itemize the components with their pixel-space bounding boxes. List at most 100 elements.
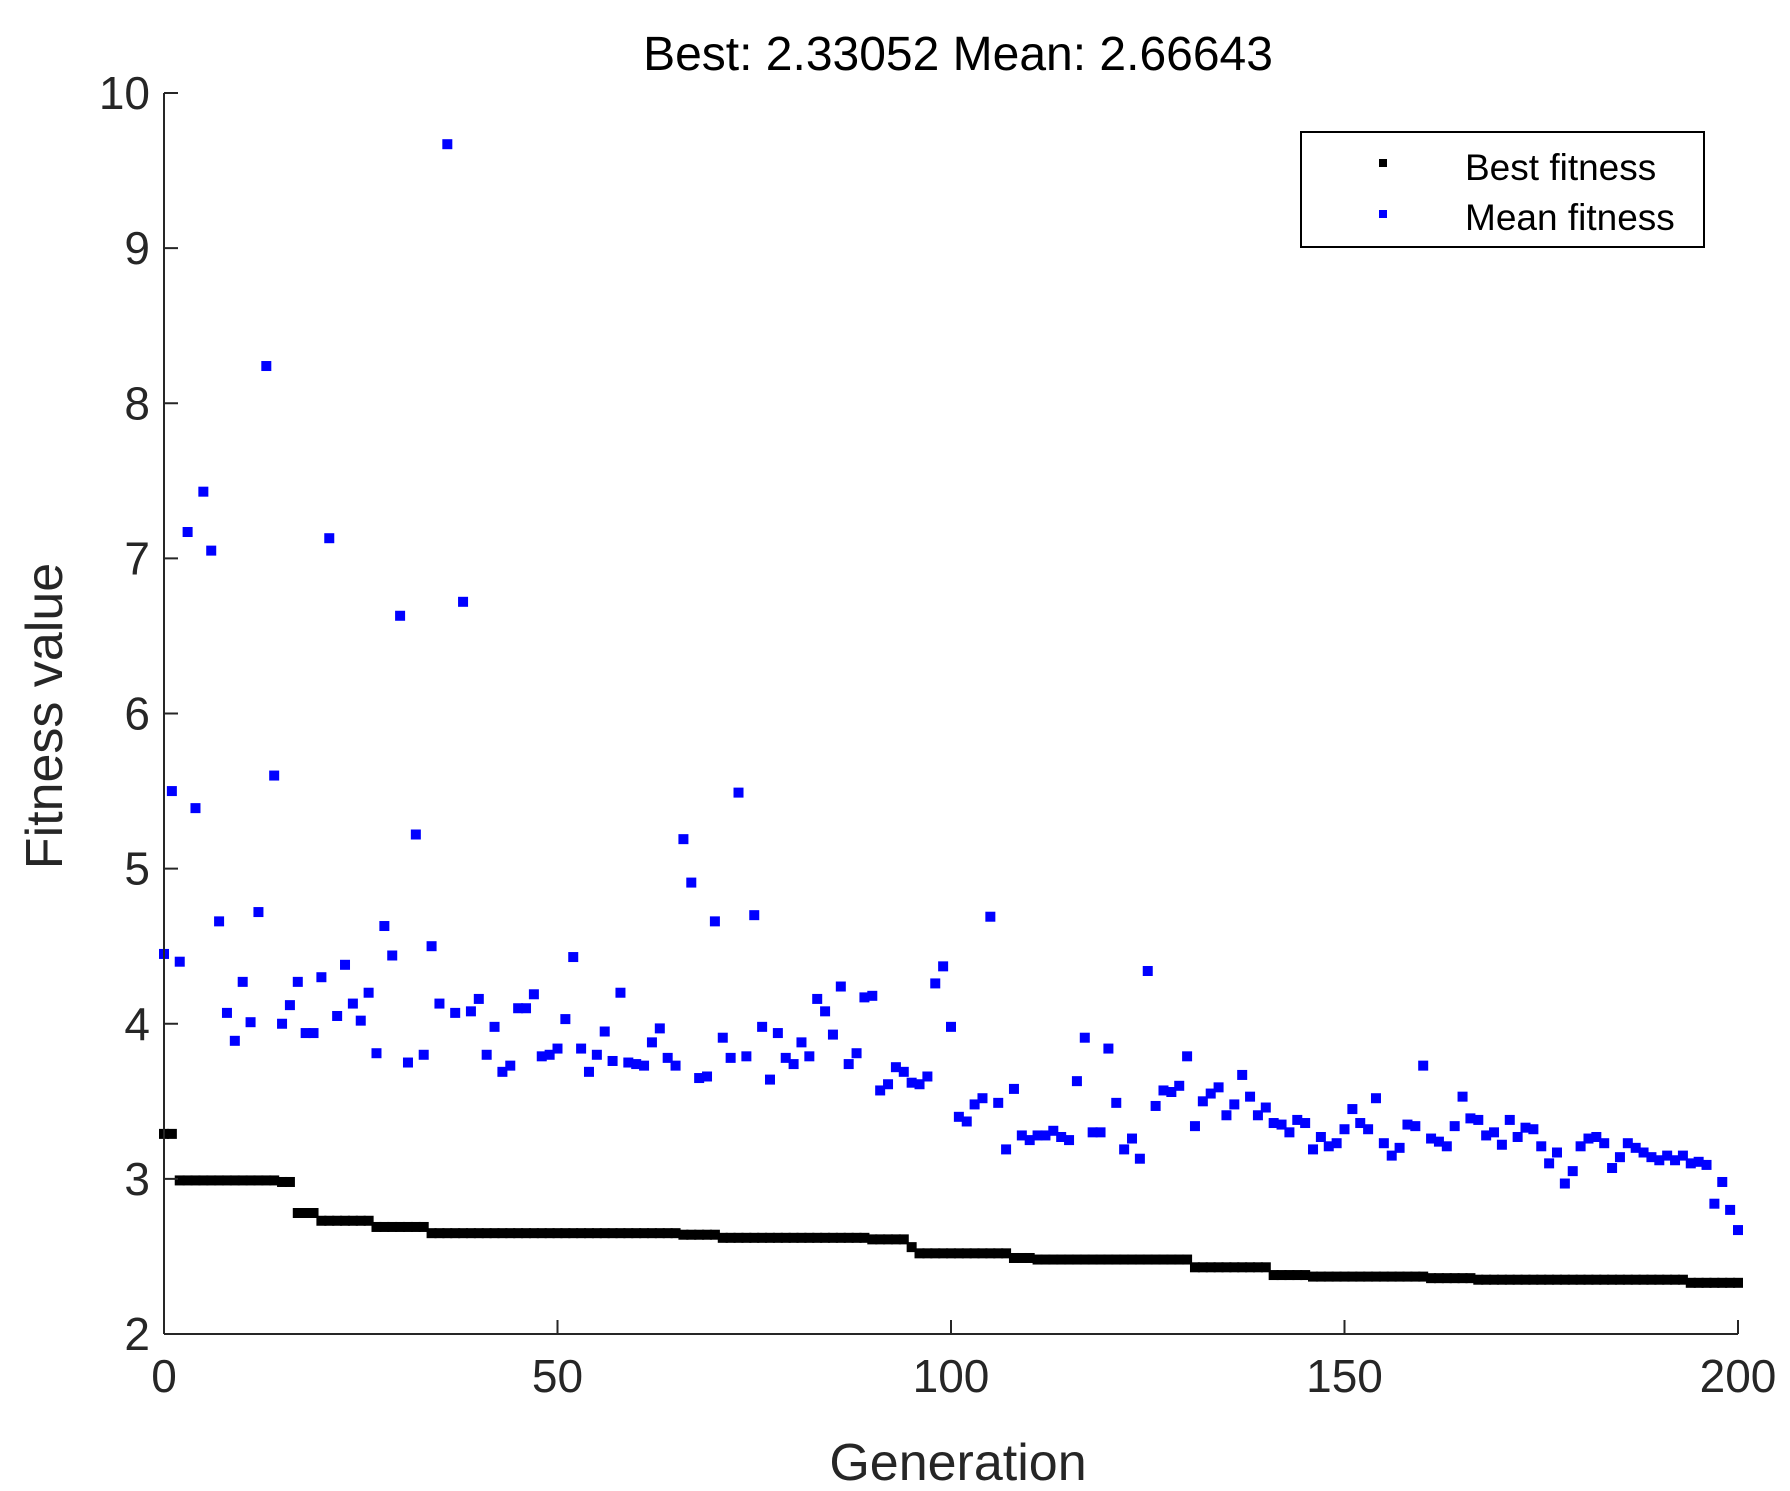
best-fitness-point <box>631 1228 642 1239</box>
mean-fitness-point <box>402 1057 413 1068</box>
best-fitness-point <box>1355 1271 1366 1282</box>
best-fitness-point <box>221 1175 232 1186</box>
best-fitness-point <box>1433 1273 1444 1284</box>
mean-fitness-point <box>458 596 469 607</box>
mean-fitness-point <box>1433 1136 1444 1147</box>
best-fitness-point <box>1638 1274 1649 1285</box>
mean-fitness-point <box>631 1059 642 1070</box>
best-fitness-point <box>953 1248 964 1259</box>
mean-fitness-point <box>1520 1122 1531 1133</box>
mean-fitness-point <box>576 1043 587 1054</box>
best-fitness-point <box>1607 1274 1618 1285</box>
best-fitness-point <box>568 1228 579 1239</box>
best-fitness-point <box>702 1229 713 1240</box>
mean-fitness-point <box>1229 1099 1240 1110</box>
mean-fitness-point <box>434 998 445 1009</box>
best-fitness-point <box>1496 1274 1507 1285</box>
mean-fitness-point <box>1001 1144 1012 1155</box>
mean-fitness-point <box>1071 1076 1082 1087</box>
best-fitness-point <box>1386 1271 1397 1282</box>
mean-fitness-point <box>237 976 248 987</box>
mean-fitness-point <box>969 1099 980 1110</box>
best-fitness-point <box>379 1221 390 1232</box>
mean-fitness-point <box>686 877 697 888</box>
mean-fitness-point <box>229 1035 240 1046</box>
mean-fitness-point <box>1150 1100 1161 1111</box>
best-fitness-point <box>1032 1254 1043 1265</box>
mean-fitness-point <box>521 1003 532 1014</box>
best-fitness-point <box>709 1229 720 1240</box>
mean-fitness-point <box>340 959 351 970</box>
best-fitness-point <box>796 1232 807 1243</box>
best-fitness-point <box>1134 1254 1145 1265</box>
mean-fitness-point <box>1024 1135 1035 1146</box>
mean-fitness-point <box>1032 1130 1043 1141</box>
best-fitness-point <box>835 1232 846 1243</box>
best-fitness-point <box>269 1175 280 1186</box>
mean-fitness-point <box>1567 1166 1578 1177</box>
best-fitness-point <box>1473 1274 1484 1285</box>
mean-fitness-point <box>513 1003 524 1014</box>
mean-fitness-point <box>544 1049 555 1060</box>
mean-fitness-point <box>1370 1093 1381 1104</box>
best-fitness-point <box>395 1221 406 1232</box>
mean-fitness-point <box>1701 1159 1712 1170</box>
best-fitness-point <box>1213 1262 1224 1273</box>
mean-fitness-point <box>1662 1150 1673 1161</box>
best-fitness-point <box>1111 1254 1122 1265</box>
mean-fitness-point <box>1599 1138 1610 1149</box>
best-fitness-point <box>1071 1254 1082 1265</box>
best-fitness-point <box>1378 1271 1389 1282</box>
best-fitness-point <box>993 1248 1004 1259</box>
mean-fitness-point <box>497 1066 508 1077</box>
mean-fitness-point <box>764 1074 775 1085</box>
mean-fitness-point <box>387 950 398 961</box>
mean-fitness-point <box>465 1006 476 1017</box>
best-fitness-point <box>1418 1271 1429 1282</box>
mean-fitness-point <box>1536 1141 1547 1152</box>
mean-fitness-point <box>1158 1085 1169 1096</box>
best-fitness-point <box>1701 1277 1712 1288</box>
best-fitness-point <box>1575 1274 1586 1285</box>
mean-fitness-point <box>1103 1043 1114 1054</box>
best-fitness-point <box>1166 1254 1177 1265</box>
mean-fitness-point <box>670 1060 681 1071</box>
best-fitness-point <box>182 1175 193 1186</box>
best-fitness-point <box>560 1228 571 1239</box>
mean-fitness-point <box>355 1015 366 1026</box>
best-fitness-point <box>694 1229 705 1240</box>
best-fitness-point <box>938 1248 949 1259</box>
mean-fitness-point <box>1402 1119 1413 1130</box>
best-fitness-point <box>521 1228 532 1239</box>
best-fitness-point <box>1363 1271 1374 1282</box>
mean-fitness-point <box>1489 1127 1500 1138</box>
mean-fitness-point <box>1717 1176 1728 1187</box>
best-fitness-point <box>820 1232 831 1243</box>
mean-fitness-point <box>489 1021 500 1032</box>
best-fitness-point <box>757 1232 768 1243</box>
best-fitness-point <box>788 1232 799 1243</box>
y-tick-label: 5 <box>124 843 150 895</box>
mean-fitness-point <box>182 527 193 538</box>
mean-fitness-point <box>324 533 335 544</box>
best-fitness-point <box>1449 1273 1460 1284</box>
best-fitness-point <box>764 1232 775 1243</box>
best-fitness-point <box>300 1208 311 1219</box>
best-fitness-point <box>513 1228 524 1239</box>
best-fitness-point <box>812 1232 823 1243</box>
best-fitness-point <box>1142 1254 1153 1265</box>
mean-fitness-point <box>772 1028 783 1039</box>
mean-fitness-point <box>1496 1139 1507 1150</box>
x-axis-label: Generation <box>829 1434 1086 1491</box>
best-fitness-point <box>654 1228 665 1239</box>
best-fitness-point <box>646 1228 657 1239</box>
mean-fitness-point <box>922 1071 933 1082</box>
best-fitness-point <box>1465 1273 1476 1284</box>
mean-fitness-point <box>1646 1152 1657 1163</box>
best-fitness-point <box>387 1221 398 1232</box>
mean-fitness-point <box>953 1111 964 1122</box>
best-fitness-point <box>1260 1262 1271 1273</box>
mean-fitness-point <box>1583 1133 1594 1144</box>
best-fitness-point <box>804 1232 815 1243</box>
